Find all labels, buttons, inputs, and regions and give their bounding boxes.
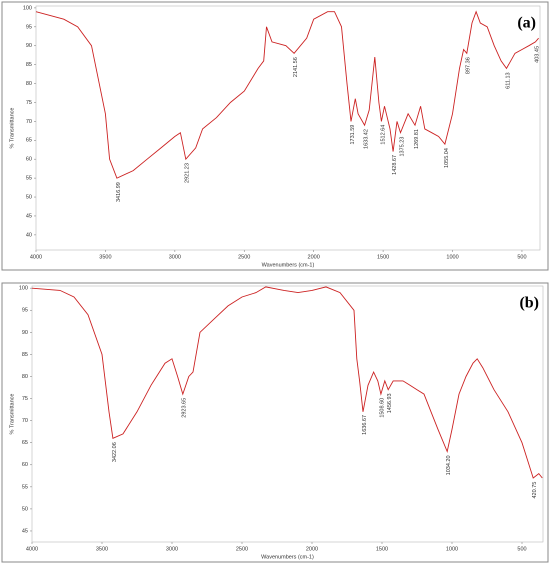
- peak-label: 897.36: [466, 57, 472, 74]
- y-tick-label: 95: [26, 24, 32, 30]
- x-tick-label: 3000: [169, 254, 181, 260]
- panel-border: [1, 282, 549, 563]
- x-tick-label: 1000: [446, 254, 458, 260]
- x-tick-label: 1500: [377, 254, 389, 260]
- peak-label: 1636.67: [362, 415, 368, 435]
- x-axis-label: Wavenumbers (cm-1): [261, 554, 314, 560]
- peak-label: 611.13: [505, 72, 511, 88]
- y-tick-label: 95: [22, 308, 28, 314]
- y-tick-label: 85: [26, 62, 32, 68]
- x-tick-label: 3500: [99, 254, 111, 260]
- panel-label: (b): [519, 295, 539, 312]
- y-tick-label: 70: [26, 119, 32, 125]
- y-tick-label: 60: [26, 157, 32, 163]
- y-tick-label: 80: [26, 81, 32, 87]
- y-tick-label: 90: [26, 43, 32, 49]
- peak-label: 2921.23: [185, 163, 191, 183]
- x-axis-label: Wavenumbers (cm-1): [262, 262, 315, 268]
- y-tick-label: 55: [26, 176, 32, 182]
- x-tick-label: 4000: [26, 546, 38, 552]
- x-tick-label: 2500: [238, 254, 250, 260]
- y-tick-label: 100: [19, 286, 28, 292]
- x-tick-label: 2500: [236, 546, 248, 552]
- spectrum-line: [31, 286, 543, 479]
- y-tick-label: 90: [22, 330, 28, 336]
- y-tick-label: 60: [22, 462, 28, 468]
- y-axis-label: % Transmittance: [9, 394, 15, 435]
- peak-label: 1456.93: [387, 393, 393, 413]
- peak-label: 3422.06: [112, 442, 118, 462]
- y-tick-label: 70: [22, 418, 28, 424]
- plot-frame: [35, 5, 541, 251]
- peak-label: 420.75: [532, 482, 538, 499]
- peak-label: 3416.99: [116, 182, 122, 202]
- peak-label: 1508.60: [380, 398, 386, 418]
- y-tick-label: 65: [22, 440, 28, 446]
- x-tick-label: 500: [517, 254, 526, 260]
- peak-label: 1428.67: [392, 155, 398, 175]
- x-tick-label: 1000: [446, 546, 458, 552]
- panel-label: (a): [517, 15, 536, 32]
- x-tick-label: 1500: [376, 546, 388, 552]
- y-tick-label: 40: [26, 232, 32, 238]
- peak-label: 403.45: [534, 46, 540, 63]
- spectrum-line: [35, 10, 539, 179]
- peak-label: 1633.42: [364, 129, 370, 149]
- plot-frame: [31, 285, 544, 543]
- peak-label: 1731.59: [350, 125, 356, 145]
- y-tick-label: 80: [22, 374, 28, 380]
- panel-border: [1, 1, 549, 271]
- peak-label: 1512.64: [380, 125, 386, 145]
- y-tick-label: 50: [22, 506, 28, 512]
- y-tick-label: 45: [22, 528, 28, 534]
- peak-label: 2141.56: [293, 57, 299, 77]
- y-tick-label: 50: [26, 194, 32, 200]
- y-tick-label: 75: [22, 396, 28, 402]
- y-tick-label: 75: [26, 100, 32, 106]
- y-axis-label: % Transmittance: [9, 108, 15, 149]
- x-tick-label: 2000: [308, 254, 320, 260]
- peak-label: 2923.65: [182, 398, 188, 418]
- x-tick-label: 2000: [306, 546, 318, 552]
- peak-label: 1055.04: [444, 148, 450, 168]
- x-tick-label: 500: [517, 546, 526, 552]
- x-tick-label: 3500: [96, 546, 108, 552]
- x-tick-label: 3000: [166, 546, 178, 552]
- y-tick-label: 85: [22, 352, 28, 358]
- y-tick-label: 65: [26, 138, 32, 144]
- y-tick-label: 45: [26, 213, 32, 219]
- y-tick-label: 100: [23, 5, 32, 11]
- peak-label: 1375.23: [399, 137, 405, 157]
- peak-label: 1269.81: [414, 129, 420, 149]
- y-tick-label: 55: [22, 484, 28, 490]
- x-tick-label: 4000: [30, 254, 42, 260]
- peak-label: 1034.20: [446, 455, 452, 475]
